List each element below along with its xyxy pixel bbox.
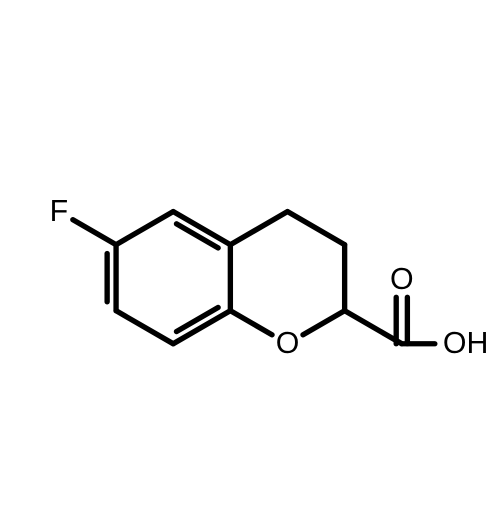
atom-label-O1: O (276, 327, 300, 360)
atom-label-F: F (50, 195, 69, 228)
molecule-diagram: F O O OH (0, 0, 500, 500)
atom-label-OH: OH (443, 327, 489, 360)
atom-label-O2: O (390, 263, 414, 296)
